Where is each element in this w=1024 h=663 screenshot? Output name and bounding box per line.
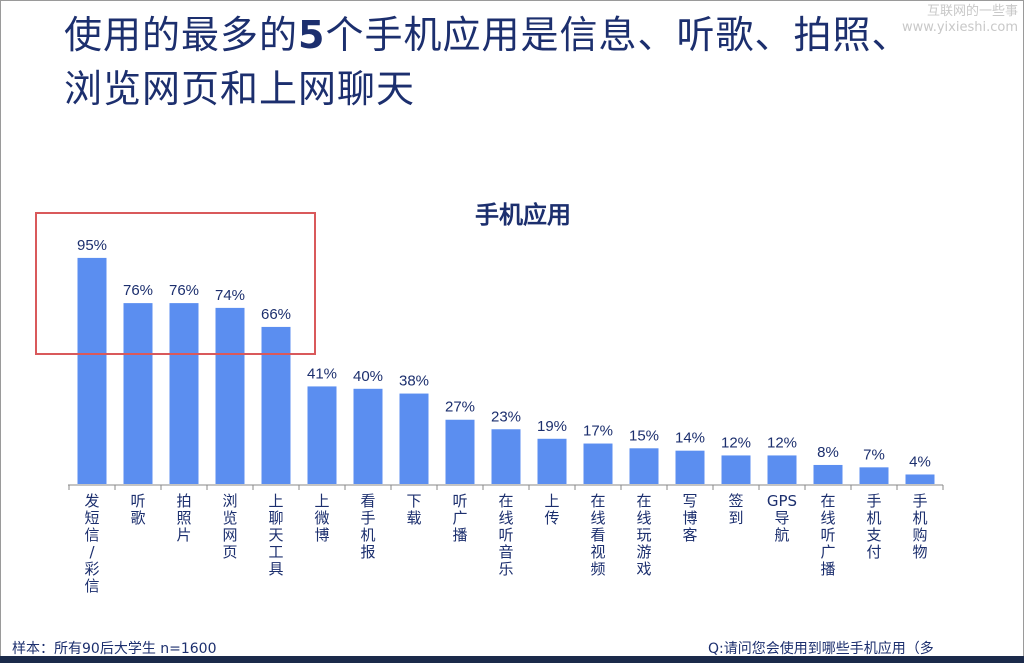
category-label: 听歌 xyxy=(130,492,145,527)
bar xyxy=(399,393,429,484)
data-label: 15% xyxy=(629,427,659,444)
category-label: 手机支付 xyxy=(866,492,881,561)
category-label: 在线玩游戏 xyxy=(636,492,651,578)
category-label: 听广播 xyxy=(452,492,467,544)
bar xyxy=(813,464,843,484)
data-label: 7% xyxy=(863,446,885,463)
category-label: 上传 xyxy=(544,492,559,527)
data-label: 19% xyxy=(537,418,567,435)
bar xyxy=(123,303,153,484)
data-label: 23% xyxy=(491,408,521,425)
category-label: 在线听广播 xyxy=(820,492,835,578)
bar xyxy=(445,419,475,484)
bar xyxy=(675,450,705,484)
category-label: 在线看视频 xyxy=(590,492,605,578)
category-label: 手机购物 xyxy=(912,492,927,561)
category-label: 上微博 xyxy=(314,492,329,544)
bottom-bar xyxy=(0,656,1024,663)
data-label: 74% xyxy=(215,287,245,304)
data-label: 95% xyxy=(77,237,107,254)
data-label: 76% xyxy=(123,282,153,299)
bar xyxy=(721,455,751,484)
bar xyxy=(859,467,889,484)
data-label: 27% xyxy=(445,399,475,416)
data-label: 76% xyxy=(169,282,199,299)
category-label: 浏览网页 xyxy=(222,492,237,561)
data-label: 12% xyxy=(721,434,751,451)
category-label: 下载 xyxy=(406,492,421,527)
data-label: 12% xyxy=(767,434,797,451)
bar xyxy=(353,388,383,484)
bar xyxy=(77,257,107,484)
data-label: 14% xyxy=(675,430,705,447)
category-label: 签到 xyxy=(728,492,743,527)
data-label: 8% xyxy=(817,444,839,461)
bar xyxy=(491,429,521,484)
category-label: 上聊天工具 xyxy=(268,492,283,578)
bar xyxy=(537,438,567,484)
category-label: GPS 导航 xyxy=(767,492,797,544)
bar xyxy=(169,303,199,484)
sample-note: 样本：所有90后大学生 n=1600 xyxy=(12,641,217,657)
bar xyxy=(583,443,613,484)
category-label: 拍照片 xyxy=(176,492,191,544)
category-label: 看手机报 xyxy=(360,492,375,561)
watermark: 互联网的一些事 www.yixieshi.com xyxy=(902,4,1018,35)
bar xyxy=(629,448,659,484)
bar xyxy=(307,386,337,484)
category-label: 写博客 xyxy=(682,492,697,544)
bar xyxy=(215,307,245,484)
data-label: 41% xyxy=(307,365,337,382)
chart-title: 手机应用 xyxy=(475,201,571,229)
category-label: 在线听音乐 xyxy=(498,492,513,578)
data-label: 66% xyxy=(261,306,291,323)
bar xyxy=(767,455,797,484)
category-label: 发短信/彩信 xyxy=(84,492,99,595)
question-note: Q:请问您会使用到哪些手机应用（多 xyxy=(708,641,934,657)
data-label: 4% xyxy=(909,453,931,470)
bar xyxy=(905,474,935,484)
data-label: 40% xyxy=(353,368,383,385)
highlight-box xyxy=(35,212,316,355)
data-label: 38% xyxy=(399,373,429,390)
data-label: 17% xyxy=(583,423,613,440)
slide-title: 使用的最多的5个手机应用是信息、听歌、拍照、浏览网页和上网聊天 xyxy=(64,13,911,111)
